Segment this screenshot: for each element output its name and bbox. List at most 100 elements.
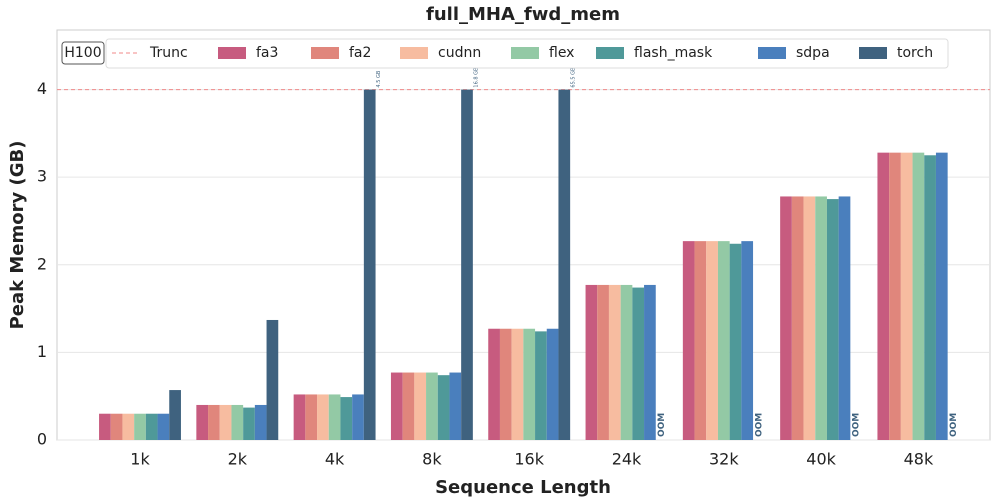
legend-label: fa3 [256, 45, 278, 61]
legend-swatch [311, 47, 339, 59]
bar [402, 372, 415, 440]
bar [729, 243, 742, 440]
oom-label: OOM [754, 413, 764, 437]
bar [682, 241, 695, 440]
legend-label: sdpa [796, 45, 830, 61]
bar [523, 328, 536, 440]
bar [169, 390, 181, 440]
bar [815, 196, 827, 440]
x-axis-label: Sequence Length [435, 477, 611, 498]
x-tick-label: 32k [709, 450, 739, 469]
value-label: 16.8 GB [473, 67, 479, 88]
legend-label: torch [897, 45, 933, 61]
value-label: 4.5 GB [376, 70, 382, 87]
y-tick-label: 3 [37, 167, 47, 186]
bar [608, 284, 621, 440]
bar [706, 241, 718, 440]
legend-label: flash_mask [634, 45, 713, 61]
bar [196, 404, 209, 440]
bar [305, 394, 318, 440]
legend-label: Trunc [149, 45, 188, 61]
x-tick-label: 8k [422, 450, 442, 469]
x-tick-label: 40k [806, 450, 836, 469]
bar [122, 413, 135, 440]
x-tick-label: 4k [325, 450, 345, 469]
bar [632, 287, 645, 440]
bar [717, 241, 730, 440]
legend-swatch [400, 47, 428, 59]
bar [741, 241, 754, 440]
bar [597, 284, 609, 440]
bar [317, 394, 329, 440]
bar [254, 404, 267, 440]
legend-label: cudnn [438, 45, 481, 61]
bar [791, 196, 804, 440]
oom-label: OOM [949, 413, 959, 437]
bar [535, 331, 547, 440]
bar [352, 394, 364, 440]
y-tick-label: 4 [37, 79, 47, 98]
bars [99, 89, 948, 441]
bar [912, 152, 925, 440]
y-tick-label: 2 [37, 254, 47, 273]
bar [935, 152, 948, 440]
legend-swatch [511, 47, 539, 59]
bar [511, 328, 524, 440]
bar [499, 328, 512, 440]
bar [110, 413, 123, 440]
value-label: 65.5 GB [571, 67, 577, 88]
bar [157, 413, 170, 440]
bar [585, 284, 598, 440]
legend-title-box [61, 41, 105, 65]
bar [340, 397, 353, 440]
legend-swatch [218, 47, 246, 59]
bar [134, 413, 146, 440]
bar [449, 372, 462, 440]
oom-label: OOM [657, 413, 667, 437]
bar [328, 394, 341, 440]
y-tick-label: 1 [37, 342, 47, 361]
bar [414, 372, 427, 440]
x-tick-label: 24k [612, 450, 642, 469]
bar [426, 372, 438, 440]
bar [924, 155, 936, 440]
x-tick-label: 48k [904, 450, 934, 469]
oom-label: OOM [852, 413, 862, 437]
bar [546, 328, 559, 440]
legend-swatch [596, 47, 624, 59]
bar [644, 284, 656, 440]
legend-title: H100 [64, 45, 101, 61]
bar [877, 152, 890, 440]
bar [99, 413, 111, 440]
bar [390, 372, 403, 440]
bar [293, 394, 306, 440]
legend-swatch [859, 47, 887, 59]
bar [558, 89, 571, 440]
bar [838, 196, 851, 440]
legend-label: fa2 [349, 45, 371, 61]
x-tick-label: 2k [228, 450, 248, 469]
bar [219, 404, 232, 440]
bar [694, 241, 707, 440]
bar [208, 404, 220, 440]
x-tick-label: 1k [130, 450, 150, 469]
bar [620, 284, 633, 440]
bar [900, 152, 913, 440]
bar [826, 199, 839, 440]
bar [437, 375, 450, 440]
bar [243, 407, 255, 440]
legend-label: flex [549, 45, 574, 61]
bar [488, 328, 500, 440]
chart-title: full_MHA_fwd_mem [426, 4, 620, 25]
bar [231, 404, 244, 440]
legend-swatch [758, 47, 786, 59]
bar [363, 89, 376, 441]
bar [461, 89, 473, 440]
y-axis-label: Peak Memory (GB) [7, 141, 28, 330]
bar [145, 413, 158, 440]
y-tick-label: 0 [37, 430, 47, 449]
bar [266, 319, 279, 440]
bar [803, 196, 816, 440]
bar [889, 152, 901, 440]
